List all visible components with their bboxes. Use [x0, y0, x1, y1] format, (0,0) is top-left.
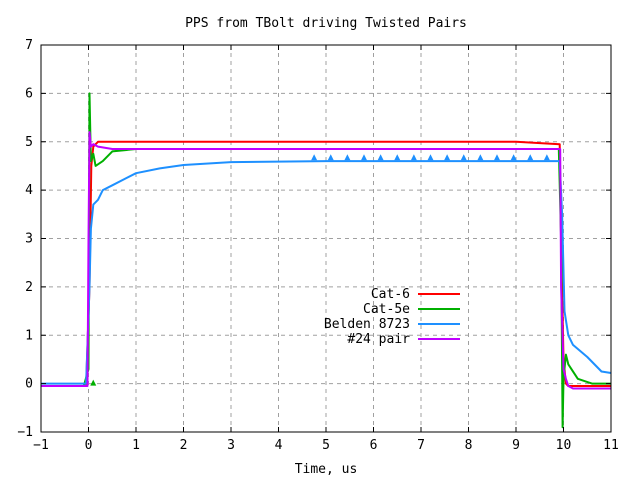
series-marker-2 [444, 154, 451, 161]
grid [41, 45, 611, 432]
series-marker-2 [494, 154, 500, 161]
series-marker-2 [543, 154, 550, 161]
x-tick-label: 0 [85, 438, 93, 453]
series-marker-2 [394, 154, 401, 161]
y-tick-label: 1 [25, 328, 33, 343]
chart-title: PPS from TBolt driving Twisted Pairs [185, 16, 467, 31]
series-marker-2 [344, 154, 351, 161]
series-line-3 [41, 131, 611, 390]
x-tick-label: 2 [180, 438, 188, 453]
x-tick-label: 6 [370, 438, 378, 453]
ticks: −1 0 1 2 3 4 5 6 7 8 9 10 11 −1 0 1 2 3 4 5 6 7 [17, 38, 618, 453]
legend-label-2: Belden 8723 [324, 317, 410, 332]
series-marker-2 [527, 154, 534, 161]
series-marker-2 [361, 154, 367, 161]
y-tick-label: 5 [25, 135, 33, 150]
x-tick-label: 4 [275, 438, 283, 453]
series-line-0 [41, 140, 611, 387]
y-tick-label: 0 [25, 377, 33, 392]
series-line-2 [41, 160, 612, 385]
x-tick-label: 5 [322, 438, 330, 453]
series-marker-2 [327, 154, 334, 161]
x-tick-label: −1 [33, 438, 49, 453]
x-tick-label: 7 [417, 438, 425, 453]
y-tick-label: 2 [25, 280, 33, 295]
legend-label-1: Cat-5e [363, 302, 410, 317]
series-marker-2 [427, 154, 434, 161]
series-marker-1 [90, 379, 97, 386]
y-tick-label: 6 [25, 86, 33, 101]
x-tick-label: 1 [132, 438, 140, 453]
y-tick-label: 7 [25, 38, 33, 53]
legend-label-3: #24 pair [347, 332, 410, 347]
series-marker-2 [311, 154, 318, 161]
y-tick-label: 3 [25, 232, 33, 247]
series-marker-2 [410, 154, 417, 161]
x-tick-label: 9 [512, 438, 520, 453]
y-tick-label: −1 [17, 425, 33, 440]
series-marker-2 [377, 154, 384, 161]
x-axis-label: Time, us [295, 462, 358, 477]
series-marker-2 [510, 154, 517, 161]
legend-label-0: Cat-6 [371, 287, 410, 302]
series-marker-2 [460, 154, 467, 161]
series-marker-2 [477, 154, 484, 161]
x-tick-label: 11 [603, 438, 619, 453]
x-tick-label: 3 [227, 438, 235, 453]
x-tick-label: 10 [556, 438, 572, 453]
series-layer [41, 92, 612, 429]
x-tick-label: 8 [465, 438, 473, 453]
y-tick-label: 4 [25, 183, 33, 198]
